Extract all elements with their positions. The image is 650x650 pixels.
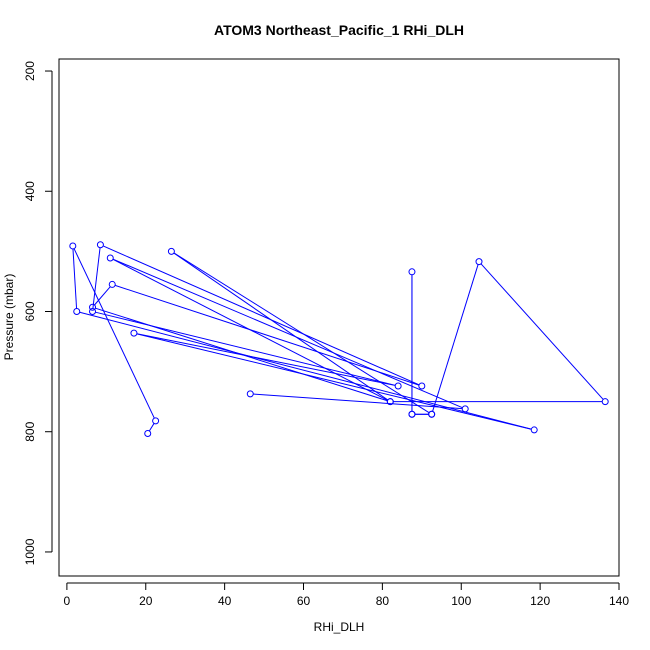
data-point <box>69 242 77 250</box>
series-segment <box>112 258 463 409</box>
series-segment <box>92 247 101 309</box>
data-point <box>96 241 104 249</box>
data-point <box>428 410 436 418</box>
y-tick-label: 600 <box>23 301 37 321</box>
y-axis: 200 400 600 800 1000 <box>23 61 53 565</box>
data-point <box>130 329 138 337</box>
series-segment <box>148 423 155 432</box>
x-tick-label: 0 <box>64 594 71 608</box>
data-point <box>167 247 175 255</box>
data-point <box>530 426 538 434</box>
series-group <box>69 241 609 438</box>
data-point <box>601 398 609 406</box>
y-tick-label: 400 <box>23 181 37 201</box>
y-tick-label: 800 <box>23 421 37 441</box>
x-tick-label: 60 <box>297 594 311 608</box>
data-point <box>418 382 426 390</box>
data-point <box>408 410 416 418</box>
series-segment <box>73 248 155 419</box>
chart-title: ATOM3 Northeast_Pacific_1 RHi_DLH <box>214 22 464 38</box>
plot-frame <box>58 58 620 577</box>
x-axis: 0 20 40 60 80 100 120 140 <box>64 582 629 608</box>
x-tick-label: 140 <box>609 594 629 608</box>
data-point <box>108 280 116 288</box>
data-point <box>461 405 469 413</box>
y-tick-label: 200 <box>23 61 37 81</box>
data-point <box>408 268 416 276</box>
series-segment <box>173 252 389 401</box>
data-point <box>246 390 254 398</box>
series-segment <box>95 311 396 386</box>
data-point <box>73 307 81 315</box>
x-tick-label: 80 <box>376 594 390 608</box>
data-point <box>152 417 160 425</box>
x-tick-label: 20 <box>139 594 153 608</box>
x-tick-label: 100 <box>451 594 471 608</box>
data-point <box>106 254 114 262</box>
series-segment <box>72 248 78 309</box>
data-point <box>89 303 97 311</box>
data-point <box>475 258 483 266</box>
x-tick-label: 40 <box>218 594 232 608</box>
y-axis-label: Pressure (mbar) <box>2 274 16 361</box>
series-segment <box>480 263 604 400</box>
series-segment <box>432 264 479 412</box>
series-segment <box>253 393 463 410</box>
x-axis-label: RHi_DLH <box>314 620 365 634</box>
series-segment <box>136 333 532 430</box>
series-segment <box>102 245 420 386</box>
series-segment <box>94 286 111 306</box>
x-tick-label: 120 <box>530 594 550 608</box>
data-point <box>386 398 394 406</box>
data-point <box>144 430 152 438</box>
series-segment <box>79 311 532 430</box>
data-point <box>89 307 97 315</box>
data-point <box>394 382 402 390</box>
y-tick-label: 1000 <box>23 538 37 565</box>
series-segment <box>114 284 420 386</box>
series-segment <box>136 333 396 386</box>
